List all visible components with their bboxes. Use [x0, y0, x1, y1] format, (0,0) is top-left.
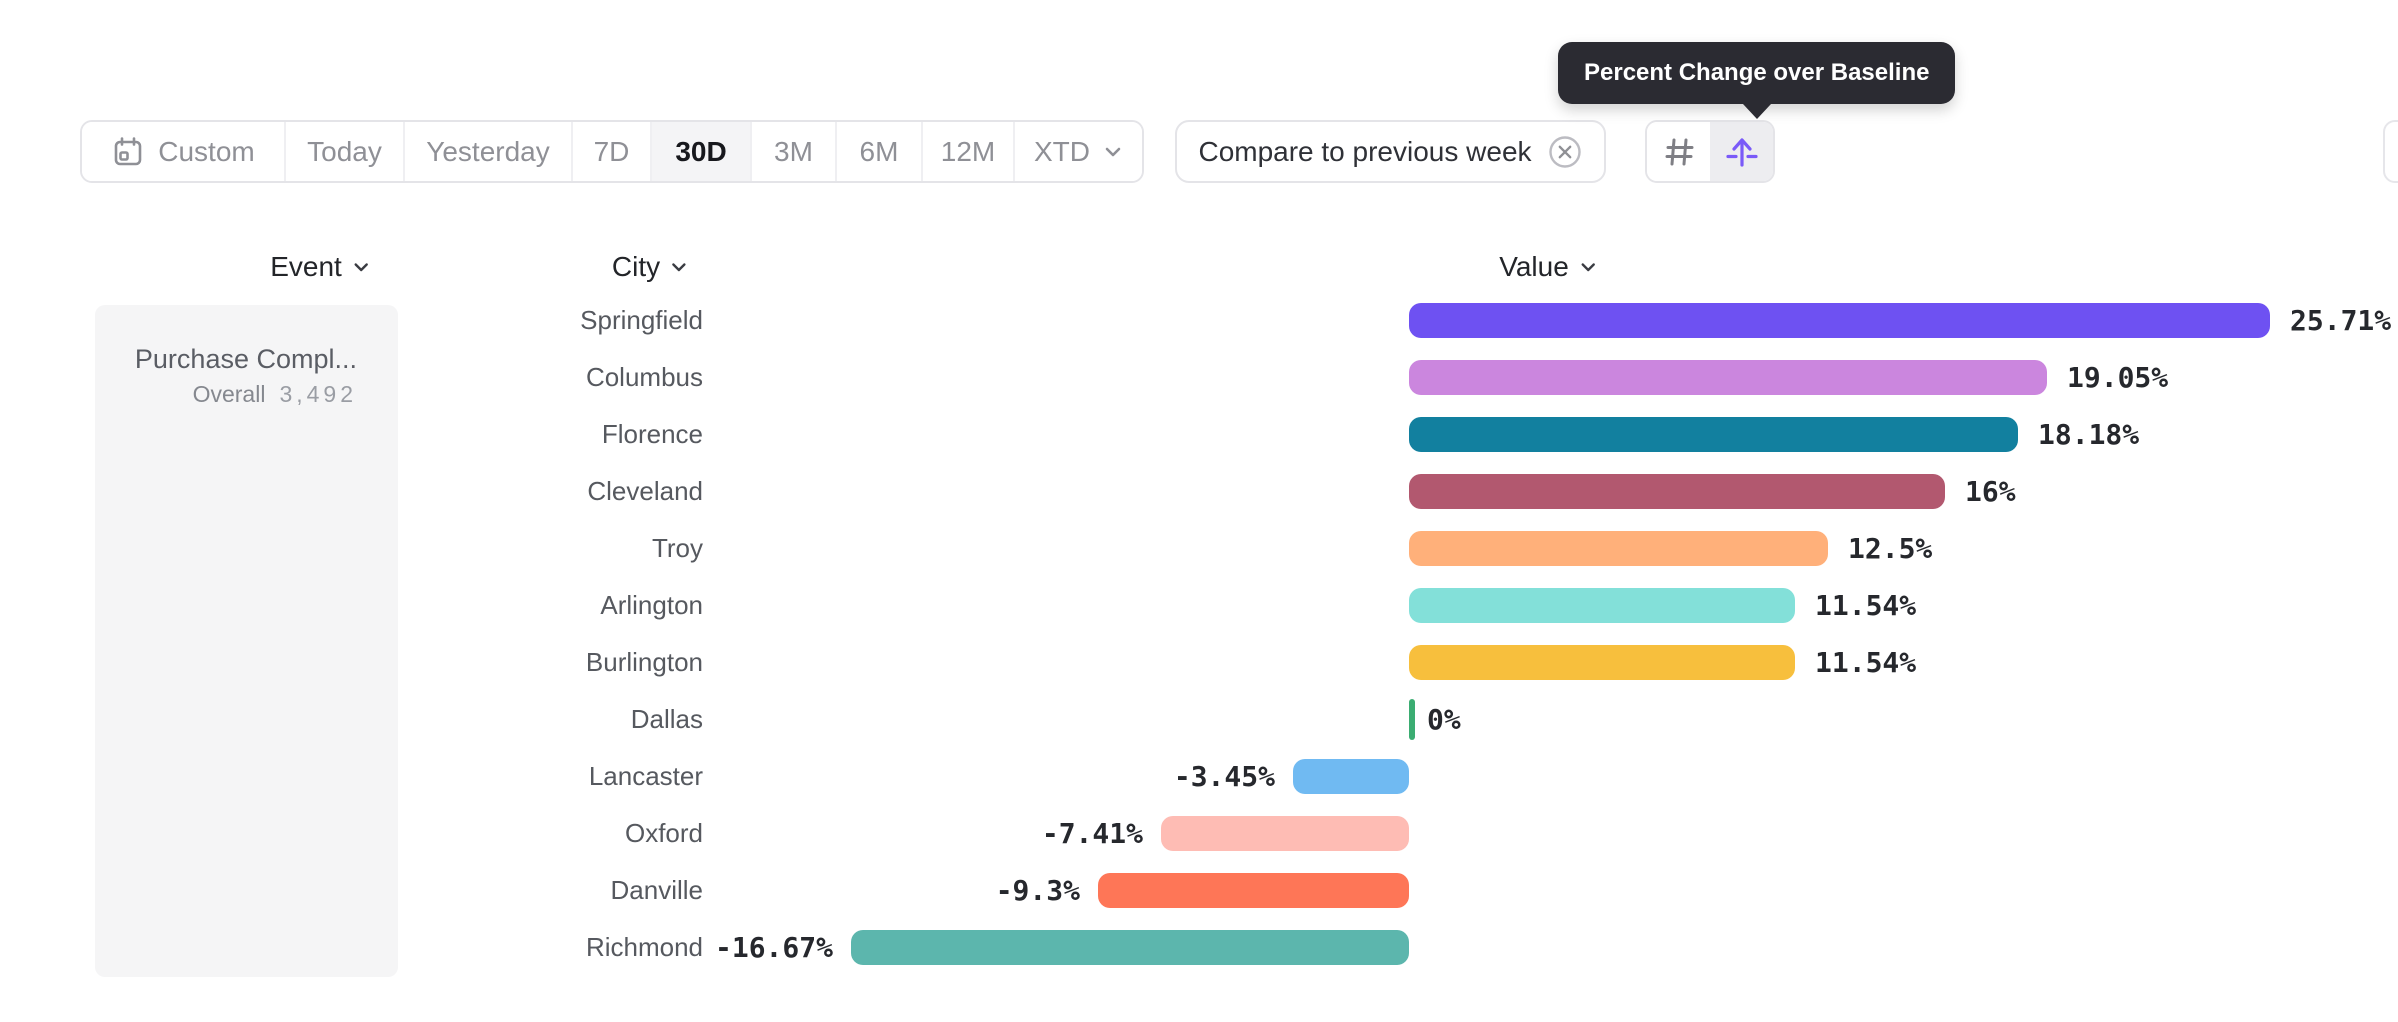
calendar-icon [111, 135, 145, 169]
value-view-toggle [1645, 120, 1775, 183]
city-label: Richmond [585, 932, 703, 962]
chevron-down-icon [670, 261, 688, 274]
percent-change-button[interactable] [1710, 122, 1773, 181]
date-range-label: Custom [158, 135, 255, 167]
date-range-yesterday[interactable]: Yesterday [403, 122, 571, 181]
partial-right-button[interactable] [2383, 120, 2398, 183]
date-range-6m[interactable]: 6M [835, 122, 921, 181]
table-row: Florence 18.18% [0, 406, 2398, 463]
date-range-today[interactable]: Today [284, 122, 403, 181]
date-range-label: Yesterday [426, 135, 550, 167]
value-label: 11.54% [1815, 646, 1917, 679]
city-label: Dallas [630, 704, 703, 734]
column-header-event[interactable]: Event [270, 247, 370, 287]
numeric-view-button[interactable] [1647, 122, 1710, 181]
chevron-down-icon [1103, 145, 1123, 159]
city-label: Oxford [624, 818, 703, 848]
column-header-label: Value [1499, 251, 1569, 282]
value-label: 18.18% [2038, 418, 2140, 451]
table-row: Lancaster -3.45% [0, 748, 2398, 805]
value-label: -3.45% [1173, 760, 1275, 793]
city-label: Danville [610, 875, 704, 905]
date-range-xtd[interactable]: XTD [1013, 122, 1142, 181]
column-header-label: Event [270, 251, 342, 282]
table-row: Cleveland 16% [0, 463, 2398, 520]
table-row: Troy 12.5% [0, 520, 2398, 577]
value-bar[interactable] [1409, 360, 2047, 395]
value-bar[interactable] [1409, 645, 1795, 680]
percent-change-baseline-icon [1723, 133, 1761, 171]
city-label: Arlington [600, 590, 703, 620]
value-bar[interactable] [1409, 588, 1795, 623]
compare-label: Compare to previous week [1198, 135, 1532, 167]
value-bar[interactable] [1409, 531, 1828, 566]
table-row: Danville -9.3% [0, 862, 2398, 919]
table-row: Dallas 0% [0, 691, 2398, 748]
value-label: 19.05% [2067, 361, 2169, 394]
value-label: 12.5% [1848, 532, 1933, 565]
tooltip: Percent Change over Baseline [1558, 42, 1956, 119]
value-bar[interactable] [1409, 417, 2018, 452]
city-label: Florence [601, 419, 703, 449]
city-label: Troy [651, 533, 703, 563]
value-bar[interactable] [851, 930, 1409, 965]
value-label: 0% [1427, 703, 1461, 736]
bar-chart: Springfield 25.71% Columbus 19.05% Florence 1… [0, 292, 2398, 976]
city-label: Springfield [580, 305, 703, 335]
value-bar[interactable] [1098, 873, 1409, 908]
city-label: Cleveland [587, 476, 703, 506]
date-range-label: Today [307, 135, 382, 167]
chevron-down-icon [1579, 261, 1597, 274]
event-card[interactable]: Purchase Compl... Overall 3,492 [95, 305, 398, 977]
date-range-3m[interactable]: 3M [750, 122, 835, 181]
event-overall-label: Overall [192, 381, 266, 407]
date-range-label: 30D [675, 135, 727, 167]
table-row: Oxford -7.41% [0, 805, 2398, 862]
date-range-label: 6M [859, 135, 899, 167]
chevron-down-icon [352, 261, 370, 274]
value-label: -7.41% [1041, 817, 1143, 850]
compare-button[interactable]: Compare to previous week [1175, 120, 1606, 183]
value-bar[interactable] [1161, 816, 1409, 851]
x-circle-icon[interactable] [1547, 134, 1583, 170]
column-header-city[interactable]: City [612, 247, 688, 287]
date-range-7d[interactable]: 7D [571, 122, 650, 181]
tooltip-text: Percent Change over Baseline [1584, 59, 1930, 86]
tooltip-arrow [1742, 104, 1771, 119]
city-label: Burlington [585, 647, 703, 677]
table-row: Columbus 19.05% [0, 349, 2398, 406]
date-range-label: 3M [774, 135, 813, 167]
value-label: -9.3% [995, 874, 1080, 907]
date-range-12m[interactable]: 12M [921, 122, 1013, 181]
value-label: 16% [1965, 475, 2016, 508]
table-row: Arlington 11.54% [0, 577, 2398, 634]
date-range-picker: Custom Today Yesterday 7D 30D 3M 6M 12M … [80, 120, 1144, 183]
column-header-value[interactable]: Value [1499, 247, 1597, 287]
date-range-30d[interactable]: 30D [650, 122, 750, 181]
column-header-label: City [611, 251, 661, 282]
zero-tick-bar[interactable] [1409, 699, 1415, 740]
value-label: 25.71% [2290, 304, 2392, 337]
date-range-label: 12M [940, 135, 996, 167]
event-name: Purchase Compl... [134, 344, 357, 374]
event-overall-value: 3,492 [279, 381, 357, 407]
date-range-label: 7D [593, 135, 630, 167]
table-row: Richmond -16.67% [0, 919, 2398, 976]
value-bar[interactable] [1293, 759, 1409, 794]
value-bar[interactable] [1409, 303, 2270, 338]
city-label: Lancaster [588, 761, 703, 791]
value-bar[interactable] [1409, 474, 1945, 509]
table-row: Springfield 25.71% [0, 292, 2398, 349]
table-row: Burlington 11.54% [0, 634, 2398, 691]
value-label: -16.67% [714, 931, 833, 964]
value-label: 11.54% [1815, 589, 1917, 622]
date-range-label: XTD [1034, 135, 1090, 167]
city-label: Columbus [585, 362, 703, 392]
event-overall: Overall 3,492 [95, 381, 357, 408]
date-range-custom[interactable]: Custom [82, 122, 284, 181]
hash-icon [1660, 133, 1698, 171]
